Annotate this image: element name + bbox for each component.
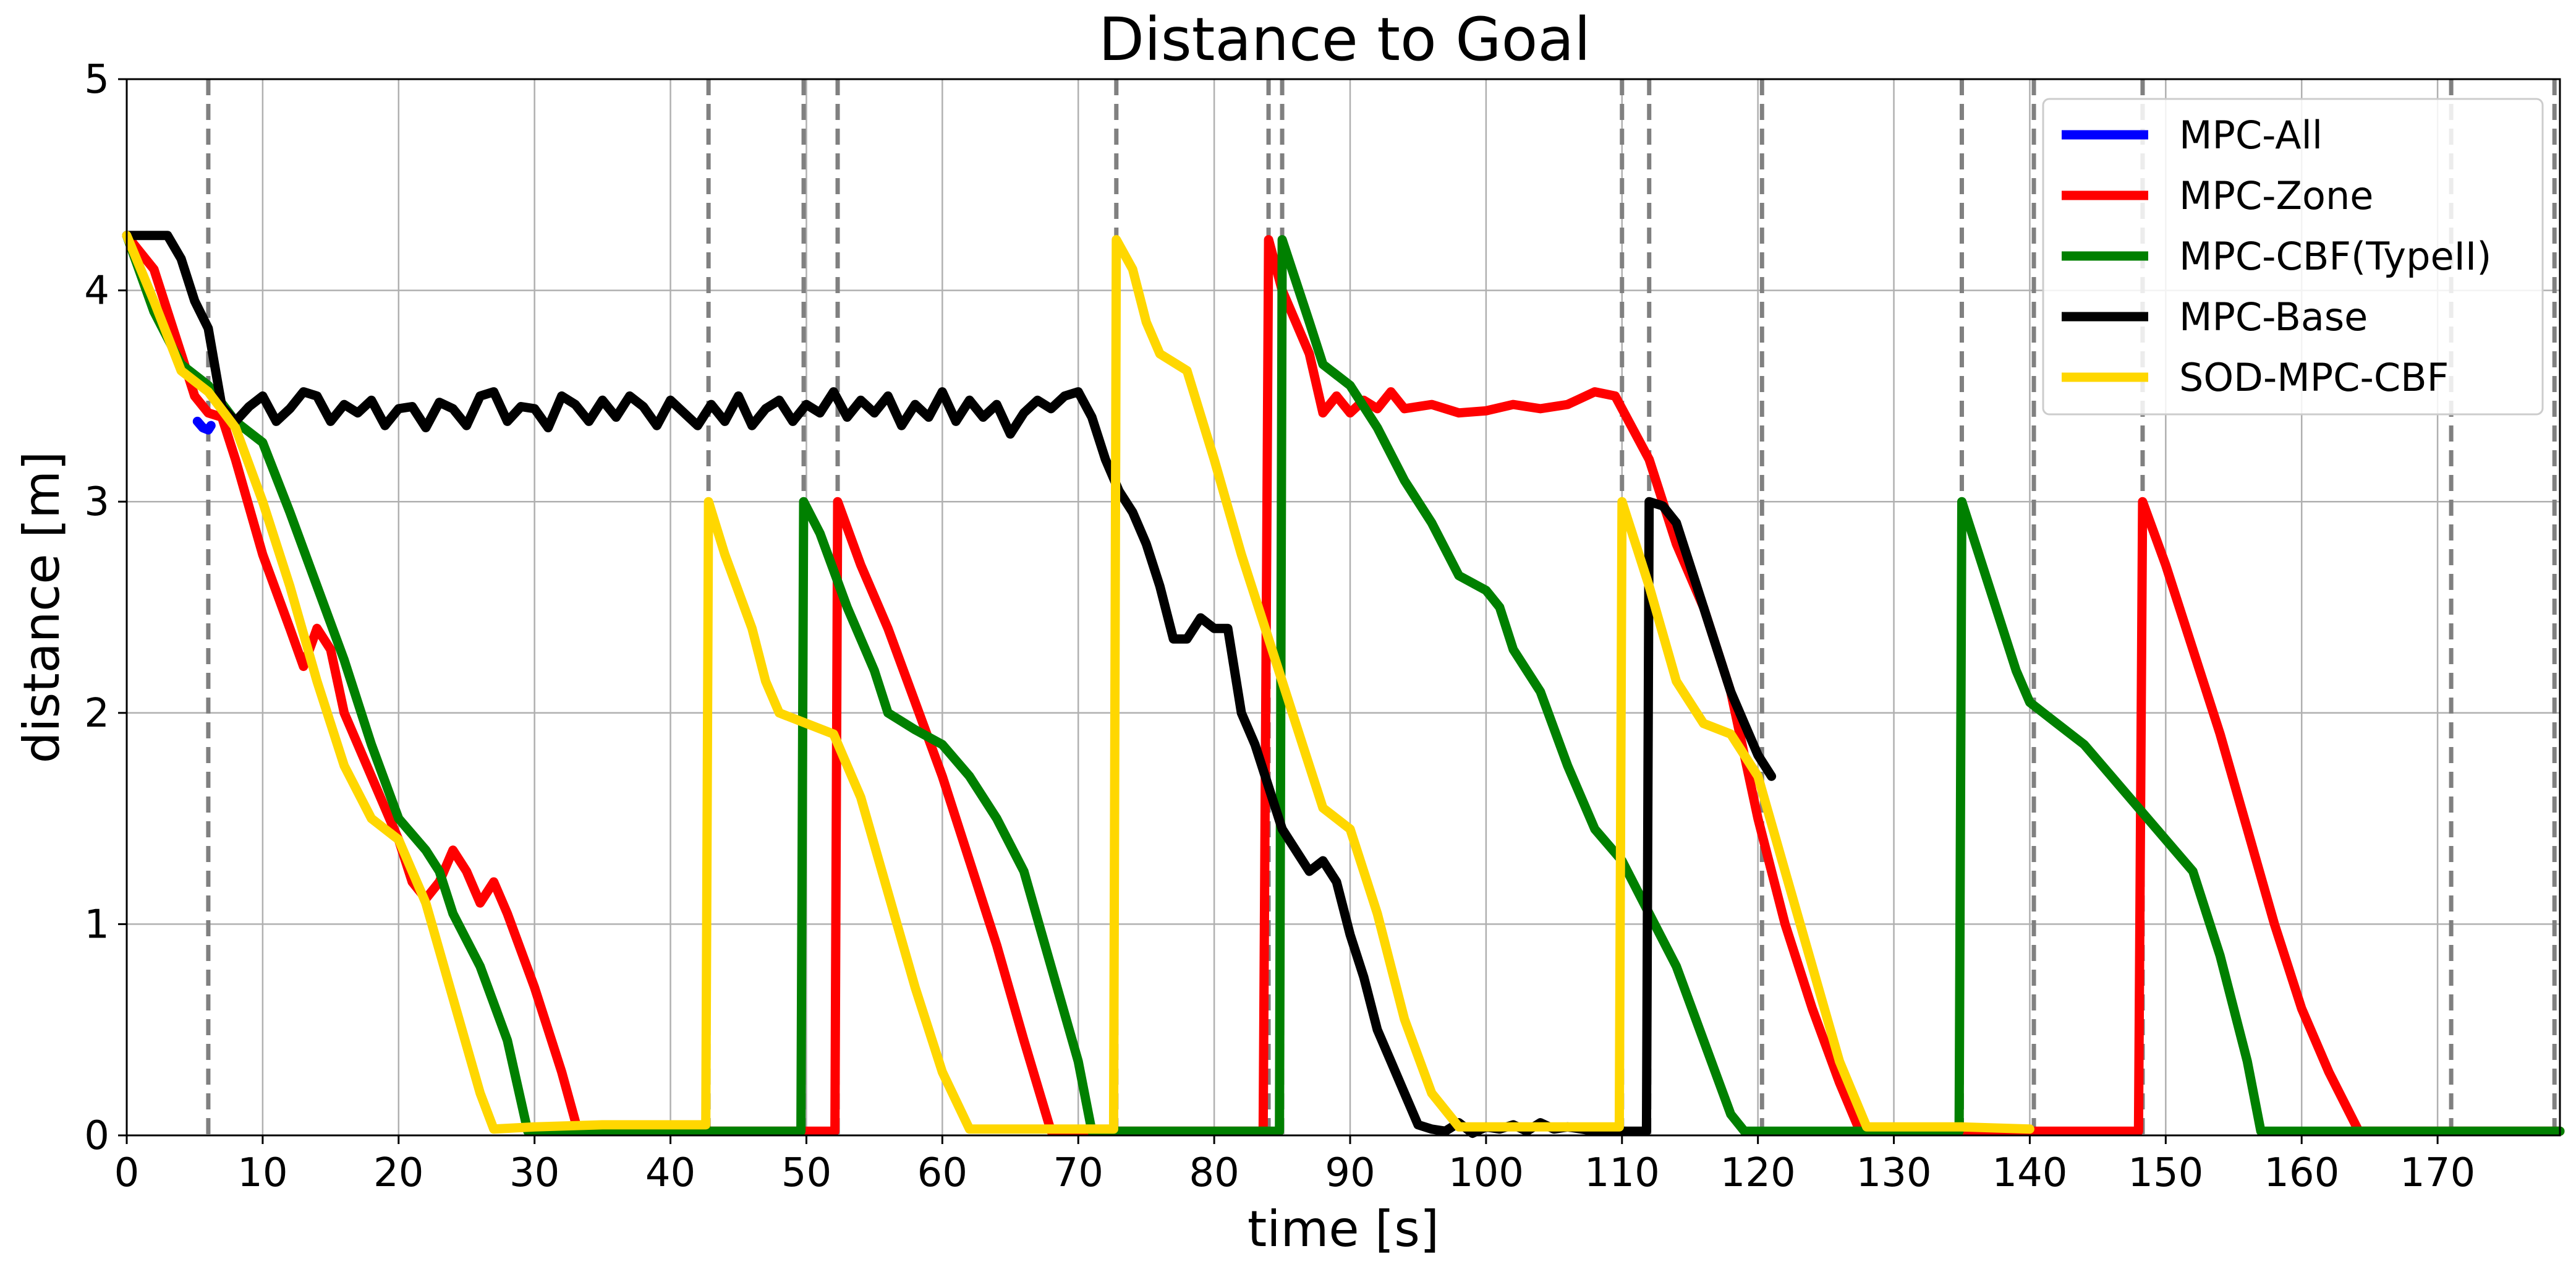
legend: MPC-All MPC-Zone MPC-CBF(TypeII) MPC-Base SO… bbox=[2042, 98, 2544, 416]
legend-label: MPC-Base bbox=[2179, 294, 2368, 340]
legend-label: MPC-All bbox=[2179, 113, 2323, 158]
x-tick-label: 120 bbox=[1720, 1150, 1796, 1196]
x-tick-label: 70 bbox=[1053, 1150, 1103, 1196]
y-tick-label: 3 bbox=[84, 479, 109, 525]
y-tick-label: 2 bbox=[84, 691, 109, 737]
x-tick-label: 130 bbox=[1856, 1150, 1931, 1196]
x-tick-label: 150 bbox=[2128, 1150, 2203, 1196]
x-tick-label: 110 bbox=[1584, 1150, 1660, 1196]
x-tick-label: 20 bbox=[373, 1150, 423, 1196]
x-tick-label: 160 bbox=[2264, 1150, 2339, 1196]
legend-label: MPC-Zone bbox=[2179, 173, 2373, 218]
legend-label: SOD-MPC-CBF bbox=[2179, 355, 2449, 400]
series-line-sod-mpc-cbf bbox=[122, 231, 2034, 1134]
x-tick-label: 100 bbox=[1448, 1150, 1524, 1196]
series-line-mpc-cbf-typeii- bbox=[122, 231, 2565, 1136]
x-tick-label: 40 bbox=[645, 1150, 695, 1196]
x-axis-title: time [s] bbox=[1248, 1200, 1439, 1258]
x-tick-label: 50 bbox=[781, 1150, 831, 1196]
plot-frame bbox=[125, 78, 2561, 1137]
x-tick-label: 30 bbox=[509, 1150, 559, 1196]
legend-label: MPC-CBF(TypeII) bbox=[2179, 234, 2491, 279]
series-layer bbox=[122, 231, 2565, 1138]
series-line-mpc-all bbox=[192, 416, 216, 435]
x-tick-label: 80 bbox=[1189, 1150, 1239, 1196]
y-tick-label: 1 bbox=[84, 902, 109, 947]
y-tick-label: 0 bbox=[84, 1113, 109, 1159]
x-tick-label: 60 bbox=[917, 1150, 967, 1196]
x-tick-label: 90 bbox=[1325, 1150, 1375, 1196]
y-axis-title: distance [m] bbox=[13, 451, 70, 764]
y-tick-label: 4 bbox=[84, 268, 109, 314]
x-tick-label: 10 bbox=[237, 1150, 287, 1196]
tick-layer: 0 10 20 30 40 50 60 70 80 90 100 110 120 130 140 150 160… bbox=[84, 57, 2475, 1196]
series-line-mpc-zone bbox=[122, 231, 2565, 1136]
x-tick-label: 0 bbox=[114, 1150, 140, 1196]
chart-title: Distance to Goal bbox=[1099, 5, 1591, 74]
x-tick-label: 140 bbox=[1992, 1150, 2067, 1196]
x-tick-label: 170 bbox=[2400, 1150, 2475, 1196]
legend-box bbox=[2042, 98, 2544, 416]
y-tick-label: 5 bbox=[84, 57, 109, 103]
